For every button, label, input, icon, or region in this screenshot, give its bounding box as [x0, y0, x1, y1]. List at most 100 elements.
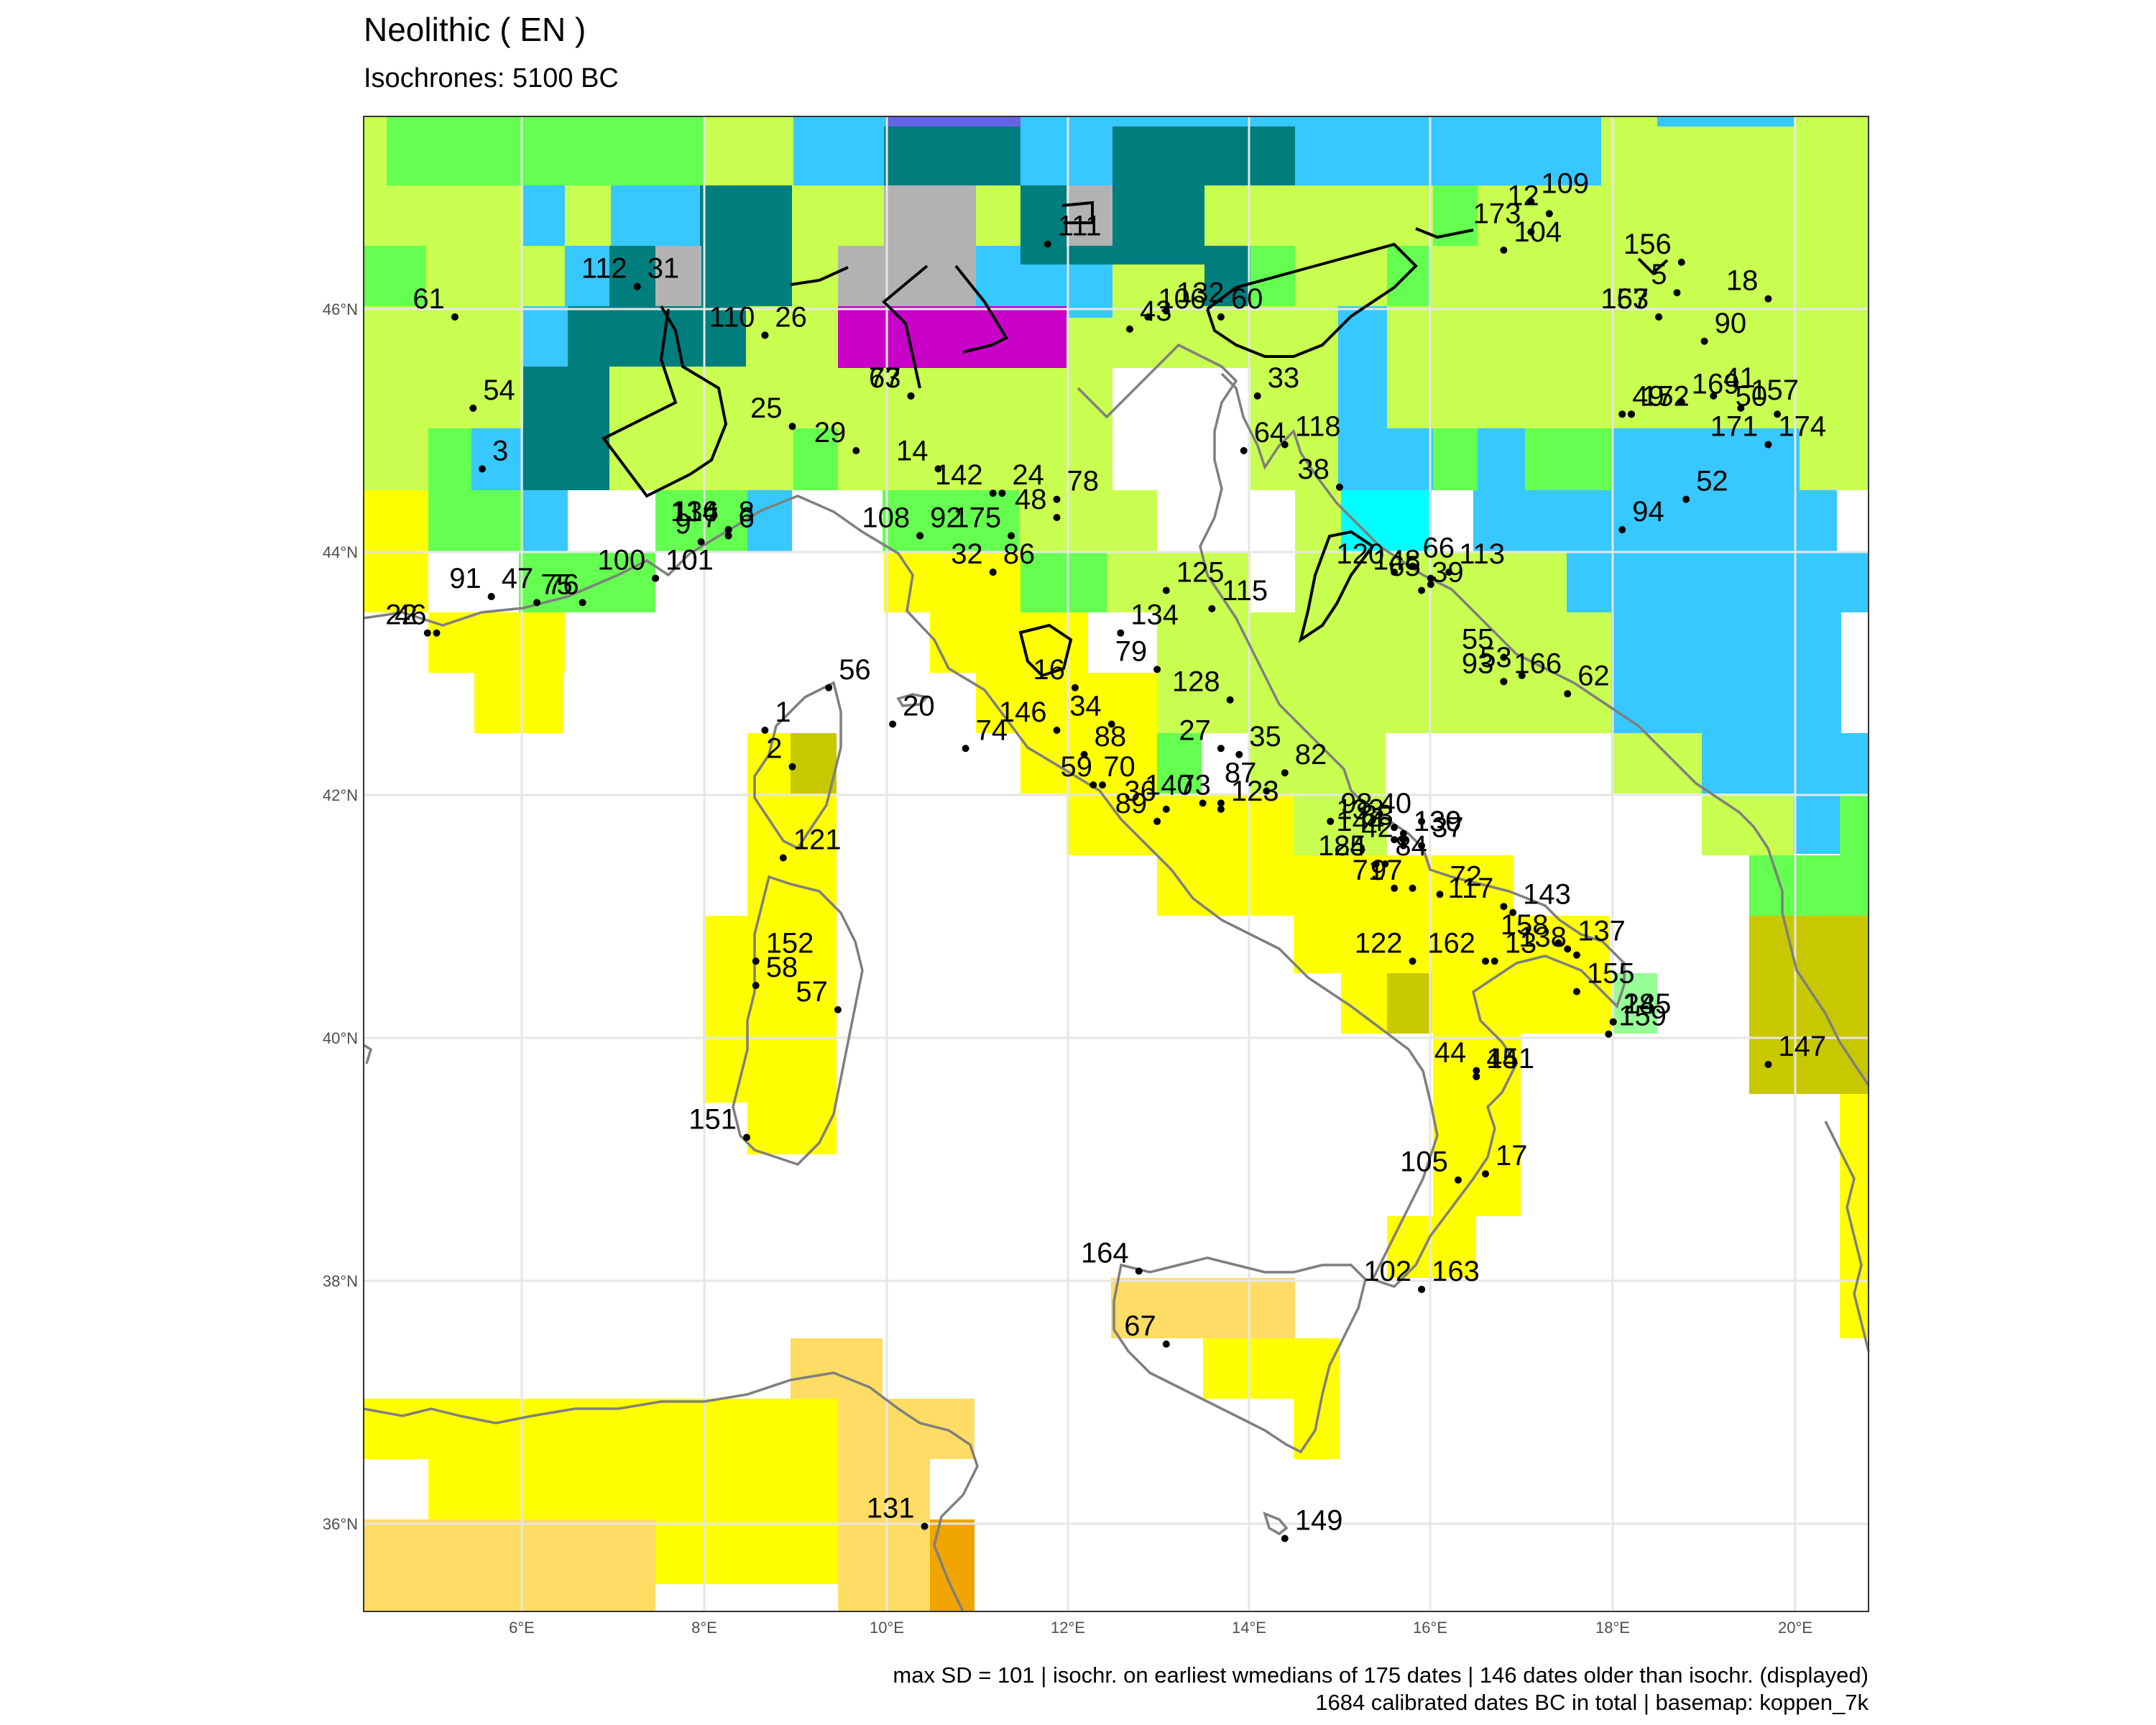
site-label: 88	[1095, 721, 1127, 753]
site-label: 149	[1295, 1505, 1343, 1537]
site-label: 28	[1623, 988, 1656, 1020]
site-point	[1572, 951, 1580, 959]
climate-cell	[1341, 973, 1614, 1034]
climate-cell	[1387, 612, 1611, 733]
coastline-riviera-west	[363, 1044, 373, 1064]
site-point	[1226, 696, 1234, 704]
site-label: 169	[1692, 368, 1740, 400]
site-point	[724, 532, 732, 540]
site-point	[1391, 824, 1399, 832]
site-point	[1500, 653, 1508, 661]
site-label: 94	[1632, 496, 1664, 528]
site-point	[916, 532, 924, 540]
site-label: 82	[1295, 739, 1327, 770]
site-label: 151	[688, 1104, 737, 1136]
coastline-albania-greece	[1824, 1121, 1870, 1352]
climate-cell	[1515, 116, 1601, 185]
site-point	[1240, 447, 1248, 454]
climate-cell	[791, 733, 837, 794]
site-label: 118	[1295, 411, 1341, 443]
climate-cell	[838, 306, 1067, 368]
site-label: 98	[1340, 788, 1373, 819]
site-label: 93	[1462, 648, 1494, 679]
site-label: 143	[1523, 879, 1571, 911]
isochrone-line	[1415, 227, 1474, 239]
coastline-italy	[363, 343, 1626, 1289]
site-point	[1281, 1535, 1289, 1542]
site-label: 76	[547, 569, 579, 600]
site-label: 92	[930, 502, 962, 533]
climate-cell	[523, 306, 568, 367]
climate-cell	[838, 1459, 930, 1519]
site-label: 87	[1225, 758, 1257, 789]
climate-cell	[883, 490, 1019, 552]
site-label: 16	[1033, 654, 1065, 686]
site-label: 157	[1751, 374, 1799, 406]
site-point	[1774, 410, 1782, 418]
site-label: 174	[1778, 411, 1826, 443]
lat-tick-label: 44°N	[323, 543, 358, 561]
site-point	[469, 404, 477, 412]
climate-cell	[428, 612, 565, 673]
site-label: 26	[775, 301, 807, 333]
site-point	[761, 331, 769, 339]
site-point	[1764, 295, 1772, 303]
site-label: 72	[1450, 860, 1483, 892]
site-label: 114	[673, 496, 719, 528]
site-label: 70	[1103, 751, 1135, 783]
site-point	[1144, 313, 1152, 321]
climate-cell	[1111, 1278, 1295, 1338]
site-point	[479, 465, 486, 473]
site-label: 158	[1501, 909, 1549, 941]
site-label: 152	[766, 927, 814, 959]
site-label: 86	[1003, 538, 1036, 570]
climate-cell	[1840, 1094, 1869, 1338]
lon-tick-label: 20°E	[1778, 1619, 1812, 1637]
site-label: 89	[1115, 788, 1148, 819]
site-label: 44	[1434, 1037, 1467, 1069]
lat-tick-label: 46°N	[323, 300, 358, 318]
climate-cell	[793, 116, 885, 185]
site-point	[834, 1006, 842, 1013]
site-label: 102	[1363, 1256, 1411, 1287]
lon-tick-label: 12°E	[1051, 1619, 1085, 1637]
site-label: 27	[1179, 714, 1211, 746]
lat-tick-label: 38°N	[323, 1272, 358, 1290]
site-label: 73	[1179, 769, 1211, 801]
climate-cell	[884, 126, 1021, 185]
site-label: 175	[953, 502, 1001, 533]
climate-cell	[1112, 185, 1204, 264]
site-label: 110	[709, 301, 755, 333]
climate-cell	[1067, 794, 1294, 855]
site-point	[1491, 957, 1498, 965]
map-title: Neolithic ( EN )	[364, 11, 586, 48]
climate-cell	[474, 673, 563, 733]
site-point	[1564, 945, 1572, 953]
site-point	[1217, 805, 1225, 813]
site-label: 8	[739, 496, 755, 528]
site-point	[761, 727, 769, 734]
climate-cell	[1250, 552, 1567, 612]
site-point	[1500, 903, 1508, 911]
climate-cell	[1702, 733, 1869, 794]
site-label: 141	[1486, 1043, 1534, 1075]
site-label: 104	[1514, 216, 1562, 248]
climate-cell	[655, 1519, 838, 1584]
site-point	[1135, 1267, 1143, 1275]
site-label: 15	[1641, 380, 1674, 412]
climate-cell	[1203, 1338, 1340, 1399]
site-point	[451, 313, 459, 321]
site-label: 39	[1432, 557, 1464, 589]
site-label: 128	[1172, 666, 1220, 698]
site-point	[1527, 228, 1535, 236]
site-point	[989, 569, 997, 576]
lat-tick-label: 36°N	[323, 1515, 358, 1533]
site-point	[1217, 745, 1225, 753]
site-label: 171	[1710, 411, 1759, 443]
climate-cell	[523, 490, 568, 552]
site-label: 159	[1618, 1000, 1667, 1032]
site-label: 122	[1355, 927, 1403, 959]
site-point	[1764, 441, 1772, 448]
site-point	[1253, 392, 1261, 400]
climate-cell	[1433, 428, 1478, 490]
